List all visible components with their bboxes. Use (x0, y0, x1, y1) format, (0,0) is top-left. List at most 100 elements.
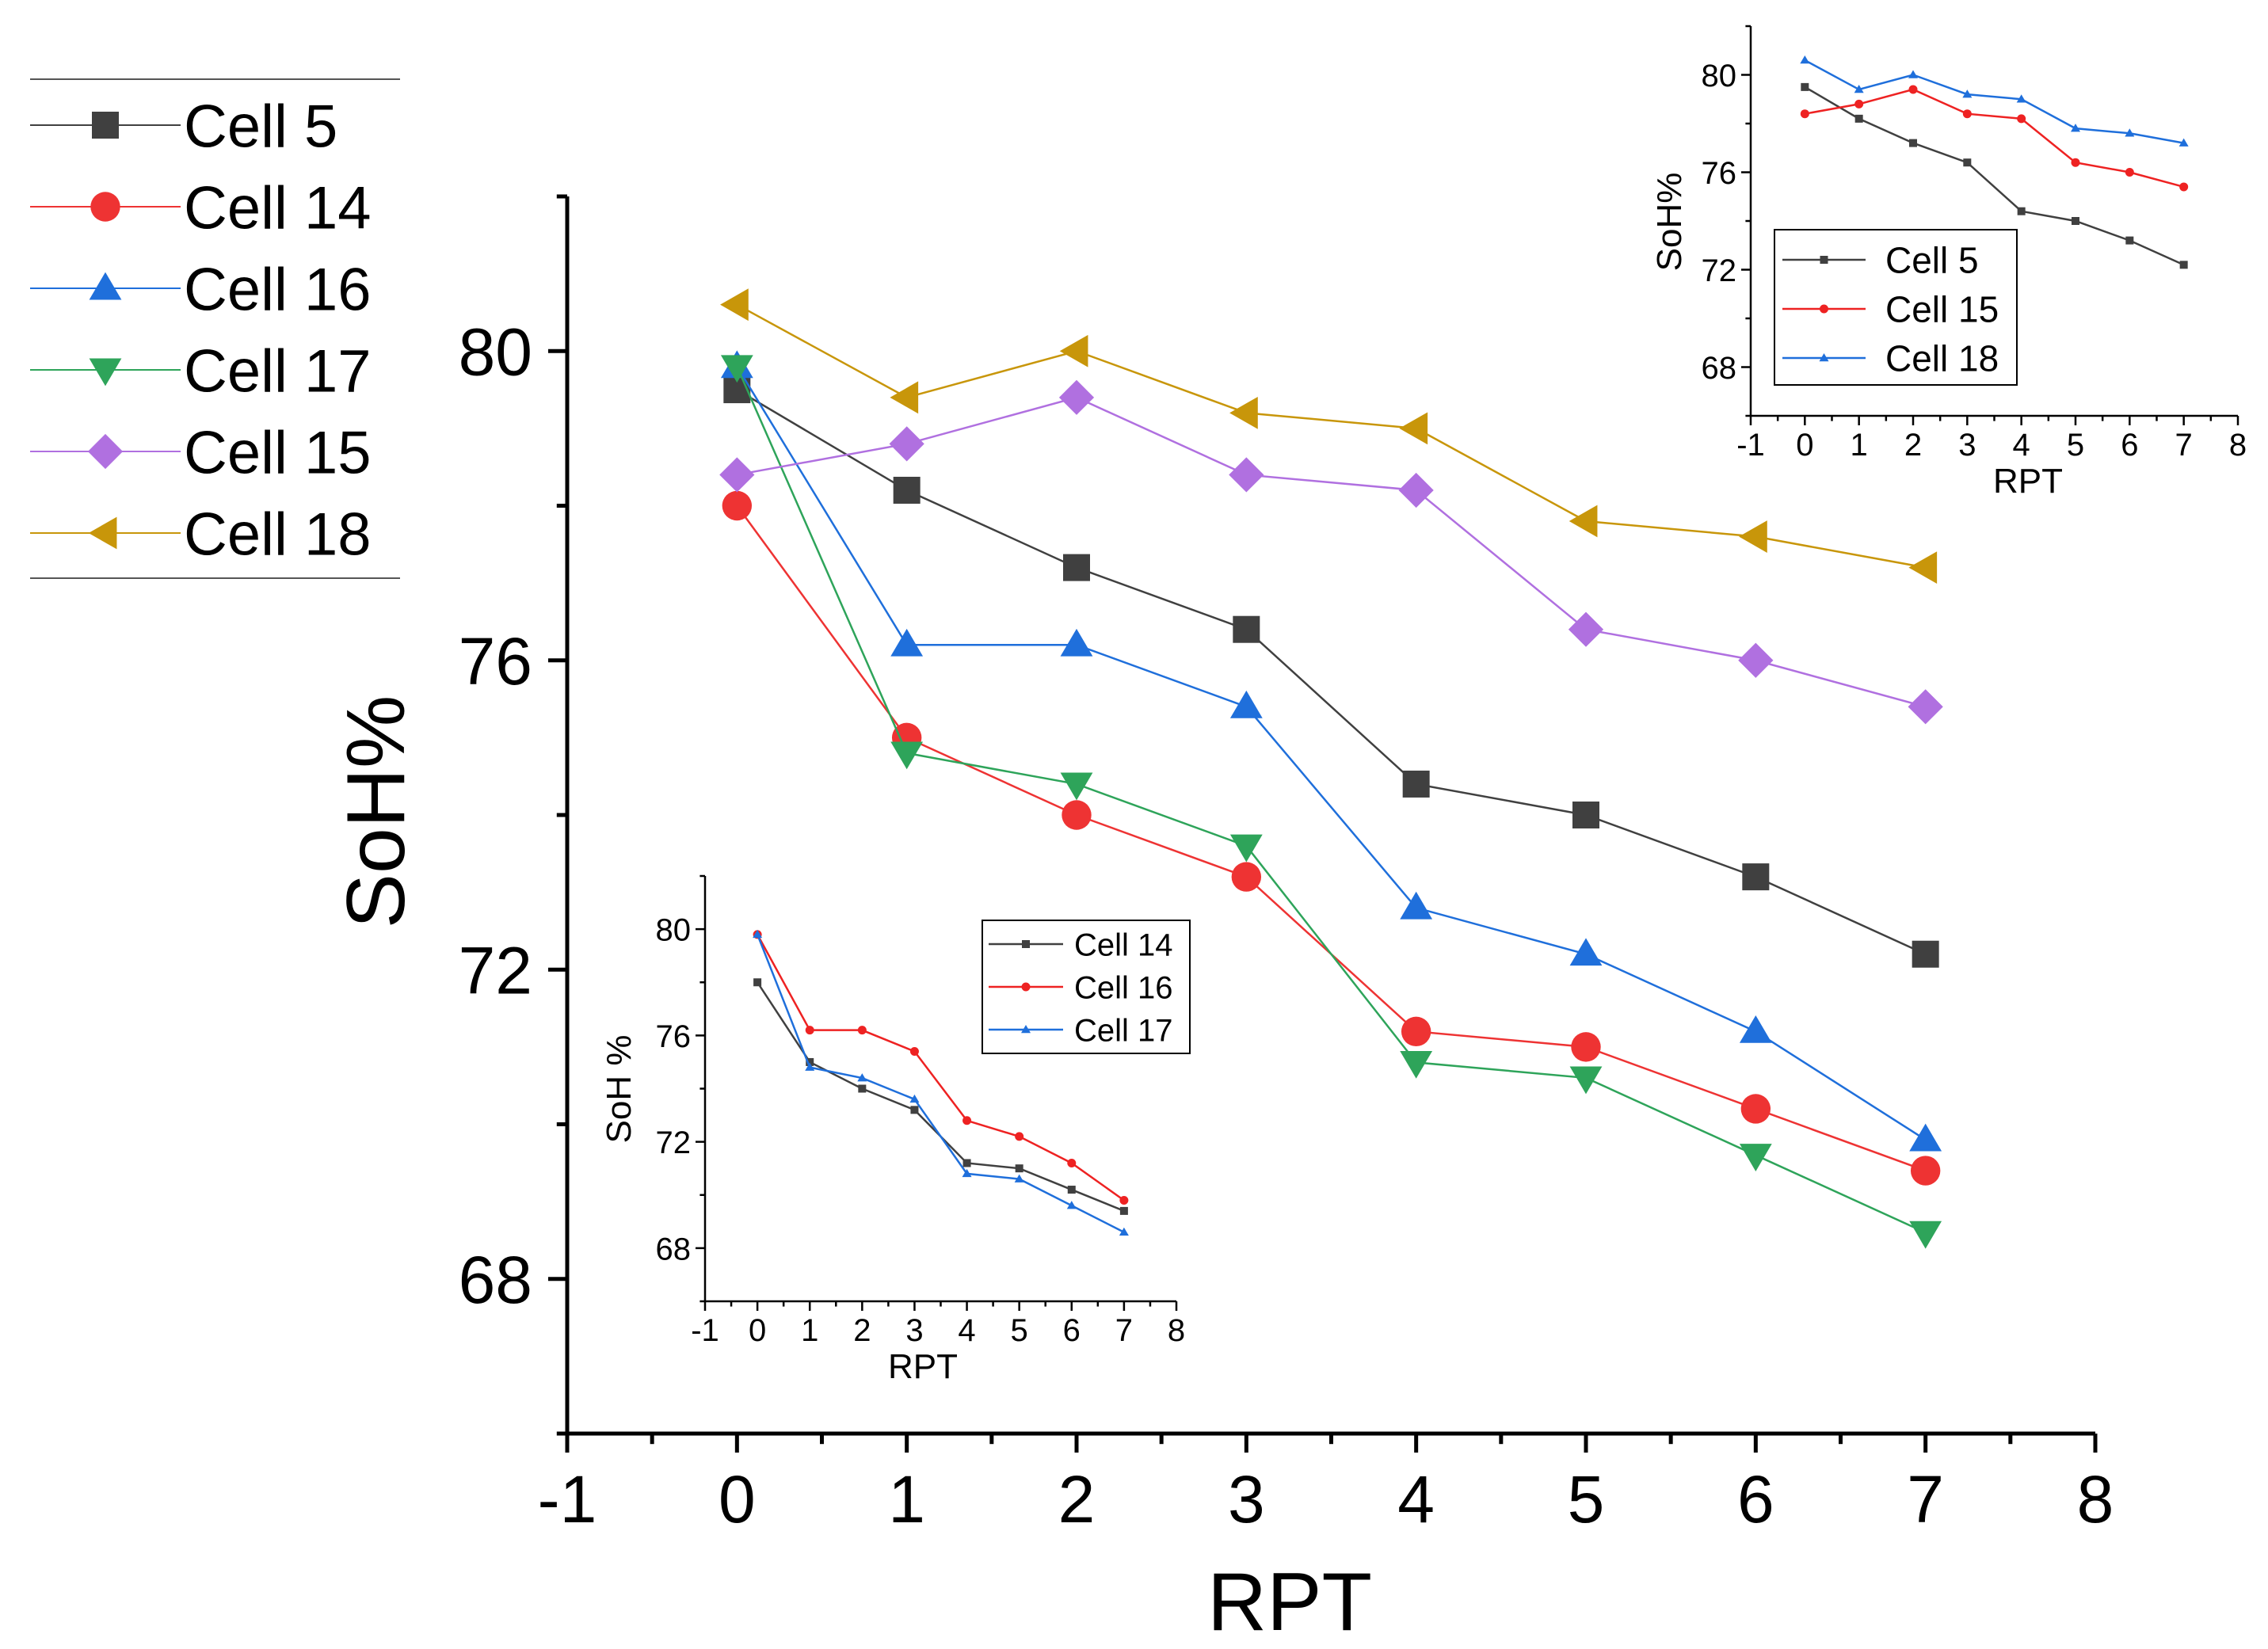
main-point-cell-17 (1229, 834, 1263, 863)
inset-bl-point-cell-14 (1015, 1164, 1023, 1173)
inset-tr-x-tick-label: 7 (2175, 428, 2193, 463)
main-point-cell-16 (1739, 1015, 1772, 1043)
main-point-cell-15 (1058, 379, 1095, 415)
main-series-cell-14 (722, 490, 1941, 1186)
main-point-cell-15 (1229, 457, 1264, 493)
inset-bl-point-cell-16 (962, 1116, 972, 1125)
inset-bl-legend-item-cell-14: Cell 14 (989, 927, 1173, 962)
inset-top-right-axes: -1 0 1 2 3 4 5 6 7 8 68 72 76 80 (1702, 25, 2247, 463)
main-point-cell-14 (1910, 1156, 1941, 1186)
inset-bl-x-tick-label: 6 (1063, 1313, 1081, 1348)
inset-bl-point-cell-14 (858, 1084, 867, 1093)
inset-top-right-series (1800, 55, 2189, 269)
main-point-cell-16 (1229, 690, 1263, 718)
main-point-cell-5 (893, 476, 921, 504)
main-line-cell-5 (736, 388, 1927, 955)
inset-bl-series-cell-16 (753, 930, 1129, 1205)
main-legend-item-cell-16: Cell 16 (30, 256, 372, 323)
main-point-cell-17 (720, 355, 753, 383)
inset-tr-point-cell-18 (1908, 70, 1918, 78)
inset-tr-legend-swatch-marker (1820, 256, 1828, 264)
inset-tr-point-cell-18 (2016, 94, 2026, 103)
inset-tr-x-tick-label: 3 (1958, 428, 1976, 463)
inset-tr-point-cell-15 (2125, 168, 2134, 177)
inset-bl-x-tick-label: 3 (905, 1313, 923, 1348)
inset-tr-x-tick-label: 4 (2013, 428, 2030, 463)
inset-tr-legend-item-cell-5: Cell 5 (1782, 240, 1979, 281)
inset-bl-point-cell-14 (1067, 1186, 1076, 1194)
main-point-cell-14 (1571, 1032, 1601, 1062)
main-point-cell-18 (1569, 505, 1598, 538)
main-legend-item-cell-15: Cell 15 (30, 419, 372, 486)
main-point-cell-16 (1060, 628, 1093, 657)
main-point-cell-14 (1740, 1094, 1771, 1124)
inset-tr-line-cell-18 (1804, 59, 2184, 144)
main-point-cell-18 (1059, 334, 1088, 368)
inset-bl-point-cell-16 (857, 1026, 867, 1035)
inset-tr-point-cell-18 (1800, 55, 1810, 64)
main-point-cell-15 (1398, 472, 1434, 508)
inset-bl-point-cell-14 (806, 1057, 814, 1066)
inset-tr-point-cell-18 (2178, 138, 2189, 147)
inset-tr-series-cell-5 (1801, 82, 2188, 269)
main-legend-swatch-marker (89, 272, 122, 300)
main-series-cell-18 (720, 288, 1938, 584)
inset-bl-point-cell-16 (1015, 1132, 1024, 1141)
inset-bl-line-cell-16 (757, 934, 1125, 1202)
inset-tr-point-cell-15 (2017, 114, 2026, 124)
inset-tr-point-cell-5 (1801, 82, 1809, 91)
main-x-tick-label: 3 (1228, 1462, 1265, 1537)
inset-bl-legend-label: Cell 17 (1074, 1013, 1173, 1048)
main-legend-swatch-marker (87, 433, 124, 470)
inset-tr-legend-item-cell-18: Cell 18 (1782, 338, 1999, 379)
main-point-cell-5 (1233, 615, 1260, 643)
main-point-cell-5 (1063, 554, 1090, 581)
inset-bl-point-cell-17 (962, 1168, 972, 1178)
main-point-cell-18 (1399, 412, 1428, 445)
main-point-cell-16 (1909, 1123, 1942, 1152)
main-legend-item-cell-17: Cell 17 (30, 337, 372, 405)
inset-tr-legend-swatch-marker (1820, 304, 1828, 314)
main-legend-label: Cell 5 (184, 93, 337, 160)
inset-bottom-left-legend: Cell 14 Cell 16 Cell 17 (982, 920, 1191, 1054)
main-point-cell-15 (1738, 642, 1774, 678)
inset-tr-y-tick-label: 80 (1702, 59, 1737, 93)
inset-tr-point-cell-5 (1963, 158, 1972, 167)
inset-bl-legend-label: Cell 14 (1074, 927, 1173, 962)
inset-tr-series-cell-18 (1800, 55, 2189, 147)
main-legend-label: Cell 14 (184, 174, 372, 242)
inset-bl-x-tick-label: 5 (1011, 1313, 1028, 1348)
inset-bl-x-tick-label: 4 (958, 1313, 975, 1348)
inset-tr-x-tick-label: 2 (1904, 428, 1922, 463)
main-y-axis-label: SoH% (330, 695, 422, 929)
main-x-tick-label: 4 (1397, 1462, 1435, 1537)
main-point-cell-14 (1401, 1016, 1431, 1047)
inset-bl-point-cell-17 (857, 1073, 867, 1082)
main-point-cell-17 (1060, 772, 1093, 801)
inset-tr-x-tick-label: 8 (2229, 428, 2247, 463)
inset-bottom-left-series (753, 929, 1129, 1236)
inset-tr-point-cell-15 (1854, 99, 1864, 109)
inset-top-right-chart: -1 0 1 2 3 4 5 6 7 8 68 72 76 80 Cell 5 Cell 15 Cell 18… (1650, 25, 2247, 501)
inset-bl-point-cell-17 (1014, 1174, 1024, 1182)
inset-bl-point-cell-16 (805, 1026, 814, 1035)
inset-bottom-left-y-axis-label: SoH % (600, 1035, 638, 1144)
inset-tr-line-cell-5 (1804, 86, 2185, 266)
inset-bl-line-cell-17 (756, 934, 1125, 1233)
inset-bl-legend-swatch-marker (1021, 982, 1031, 992)
inset-tr-x-tick-label: 6 (2121, 428, 2138, 463)
main-point-cell-15 (719, 457, 755, 493)
main-legend-label: Cell 15 (184, 419, 372, 486)
inset-tr-x-tick-label: 1 (1851, 428, 1868, 463)
main-line-cell-14 (736, 505, 1927, 1172)
main-point-cell-5 (1912, 940, 1939, 968)
inset-bl-point-cell-17 (805, 1062, 815, 1071)
inset-tr-y-tick-label: 68 (1702, 351, 1737, 386)
main-legend: Cell 5 Cell 14 Cell 16 Cell 17 Cell 15 Cell 1… (30, 78, 400, 579)
inset-bl-point-cell-17 (909, 1094, 920, 1103)
inset-bl-point-cell-14 (753, 978, 762, 987)
inset-bl-legend-item-cell-16: Cell 16 (989, 970, 1173, 1005)
main-line-cell-16 (736, 366, 1927, 1141)
inset-tr-point-cell-18 (2125, 128, 2135, 137)
inset-tr-x-tick-label: 5 (2067, 428, 2084, 463)
